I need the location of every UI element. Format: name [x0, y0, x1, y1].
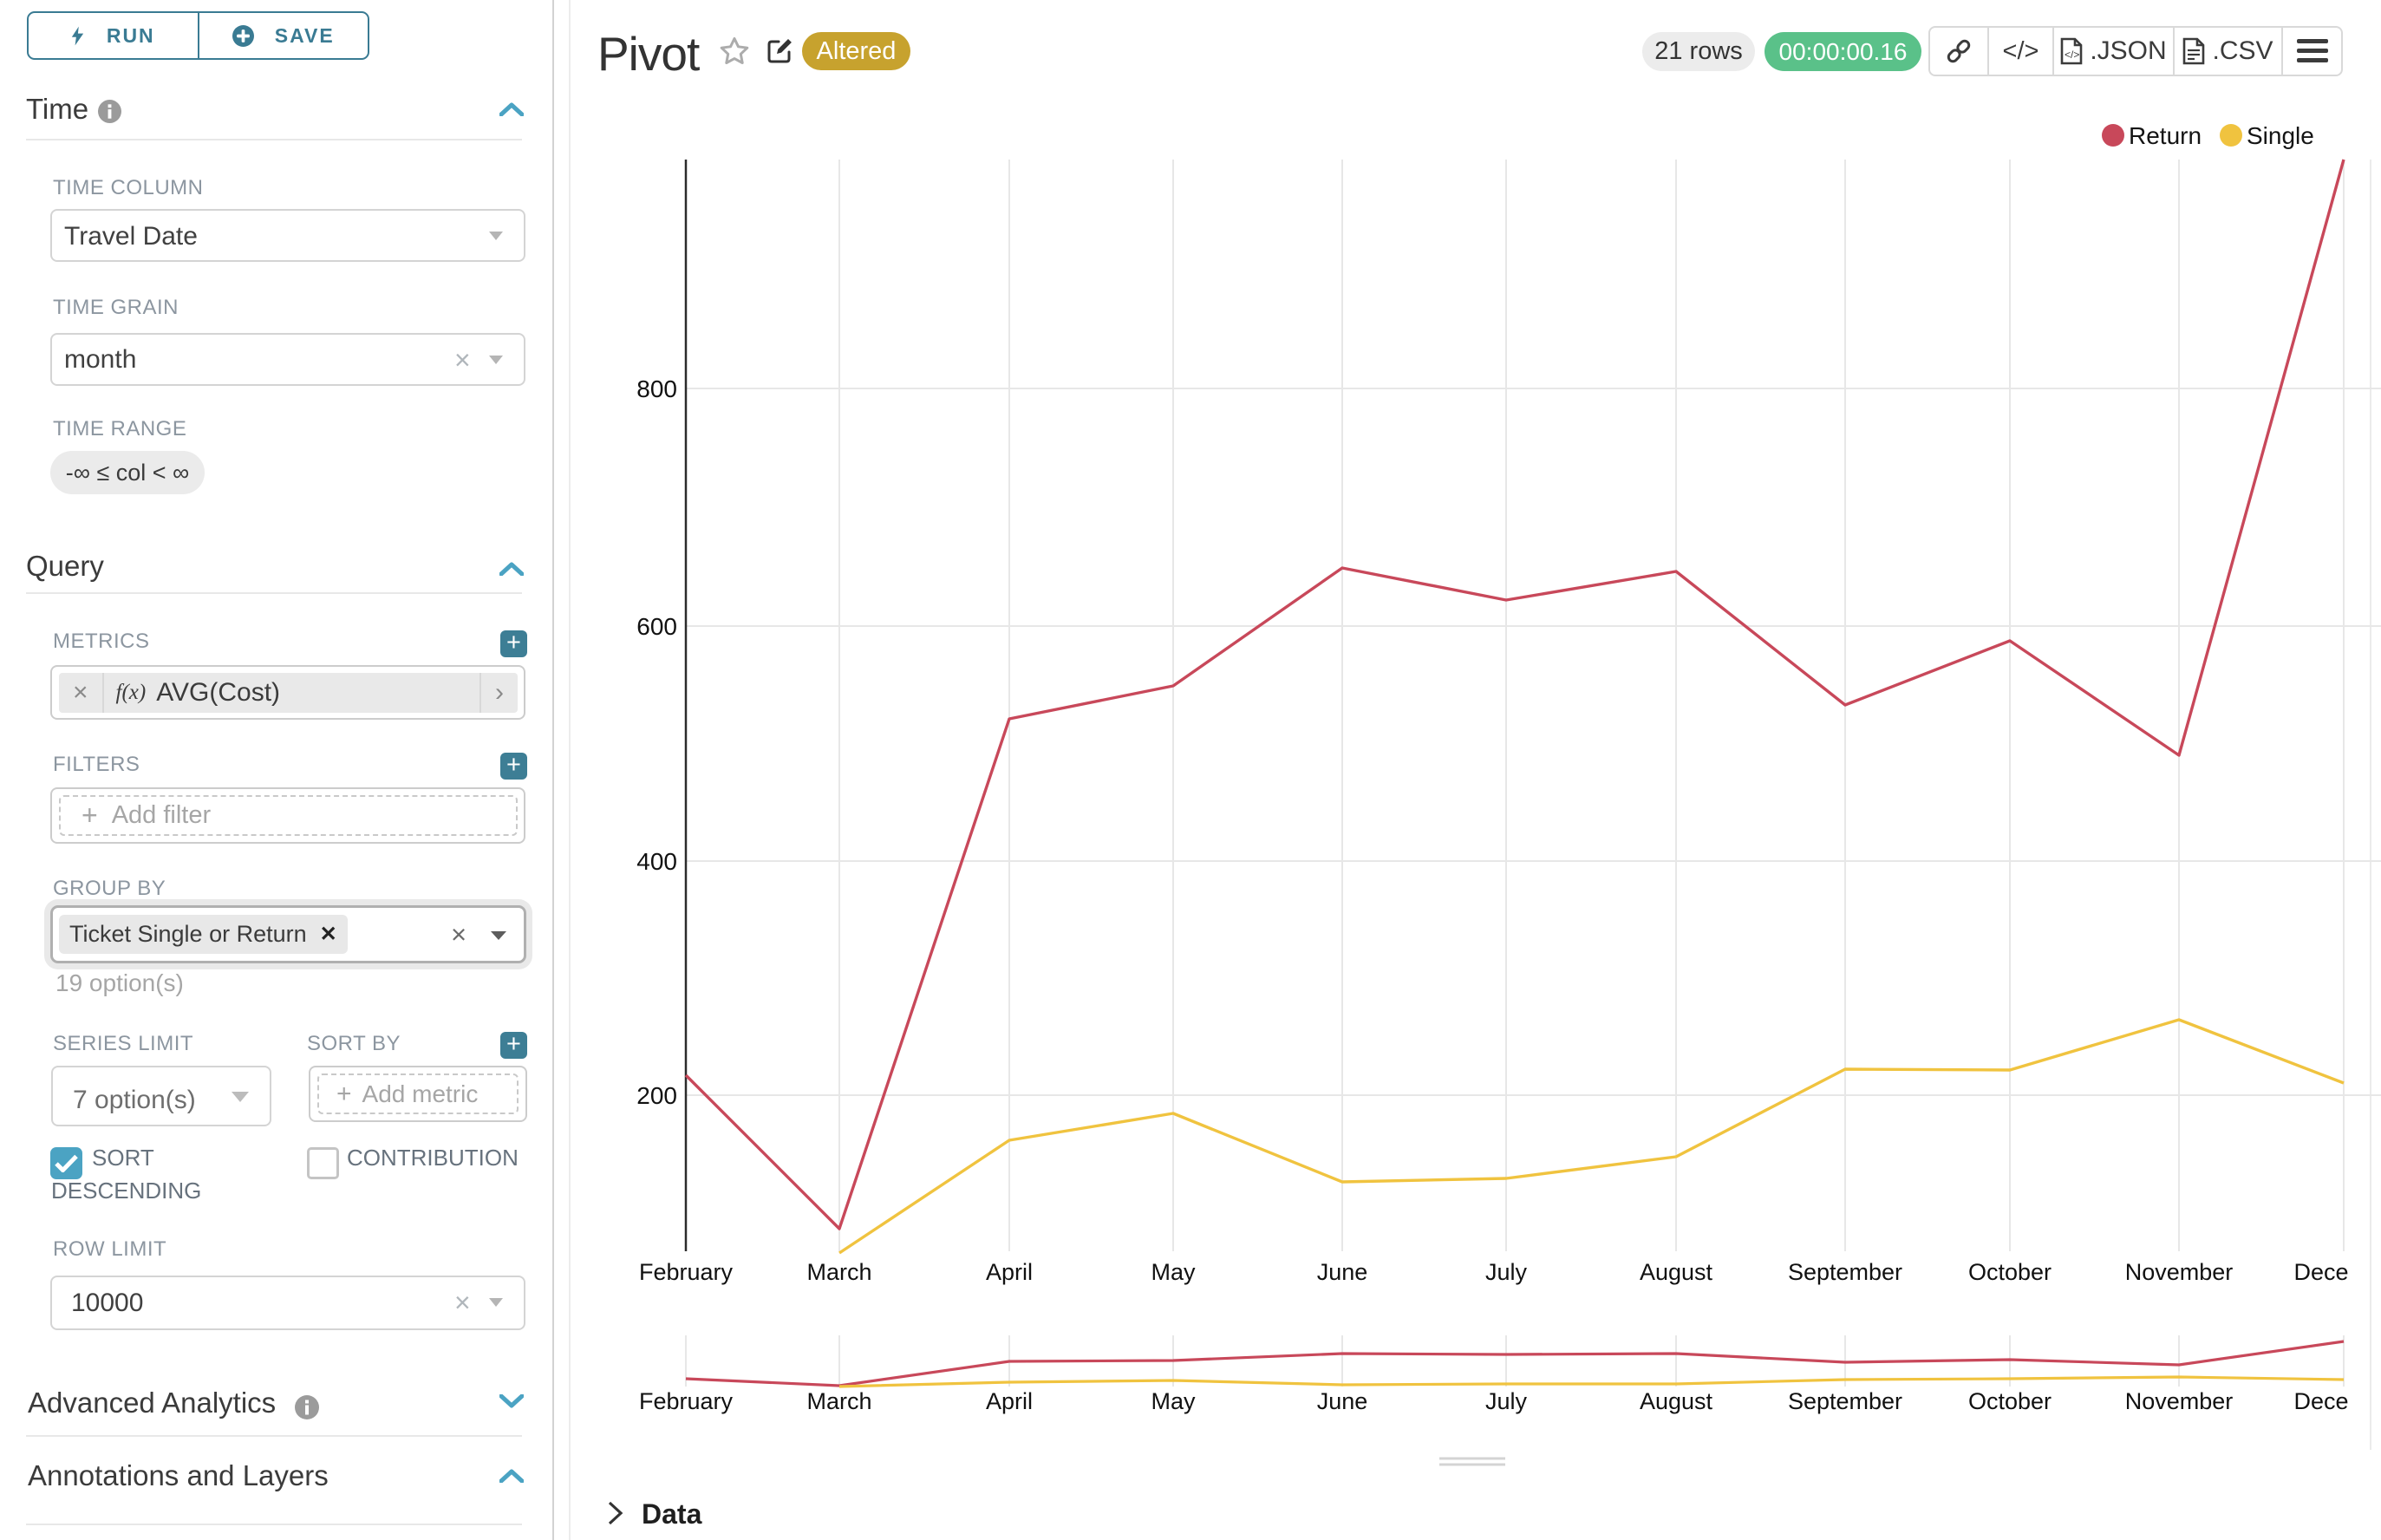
svg-text:April: April [986, 1388, 1033, 1414]
svg-text:August: August [1640, 1388, 1713, 1414]
svg-text:July: July [1485, 1388, 1528, 1414]
svg-text:800: 800 [636, 375, 677, 402]
svg-text:July: July [1485, 1259, 1528, 1285]
svg-text:May: May [1151, 1259, 1196, 1285]
svg-text:March: March [806, 1259, 871, 1285]
svg-text:November: November [2125, 1259, 2234, 1285]
svg-text:May: May [1151, 1388, 1196, 1414]
svg-text:August: August [1640, 1259, 1713, 1285]
svg-text:June: June [1317, 1259, 1368, 1285]
svg-text:February: February [639, 1259, 734, 1285]
svg-text:</>: </> [2065, 49, 2079, 61]
svg-text:October: October [1968, 1259, 2052, 1285]
svg-text:March: March [806, 1388, 871, 1414]
svg-text:February: February [639, 1388, 734, 1414]
svg-text:400: 400 [636, 848, 677, 875]
svg-text:Dece: Dece [2293, 1388, 2348, 1414]
svg-text:September: September [1788, 1259, 1902, 1285]
svg-text:Single: Single [2247, 122, 2314, 149]
svg-text:600: 600 [636, 613, 677, 640]
svg-text:Dece: Dece [2293, 1259, 2348, 1285]
svg-text:June: June [1317, 1388, 1368, 1414]
svg-text:200: 200 [636, 1082, 677, 1109]
svg-text:Return: Return [2129, 122, 2202, 149]
svg-text:October: October [1968, 1388, 2052, 1414]
svg-text:April: April [986, 1259, 1033, 1285]
svg-text:Data: Data [642, 1498, 702, 1530]
svg-text:November: November [2125, 1388, 2234, 1414]
svg-text:September: September [1788, 1388, 1902, 1414]
